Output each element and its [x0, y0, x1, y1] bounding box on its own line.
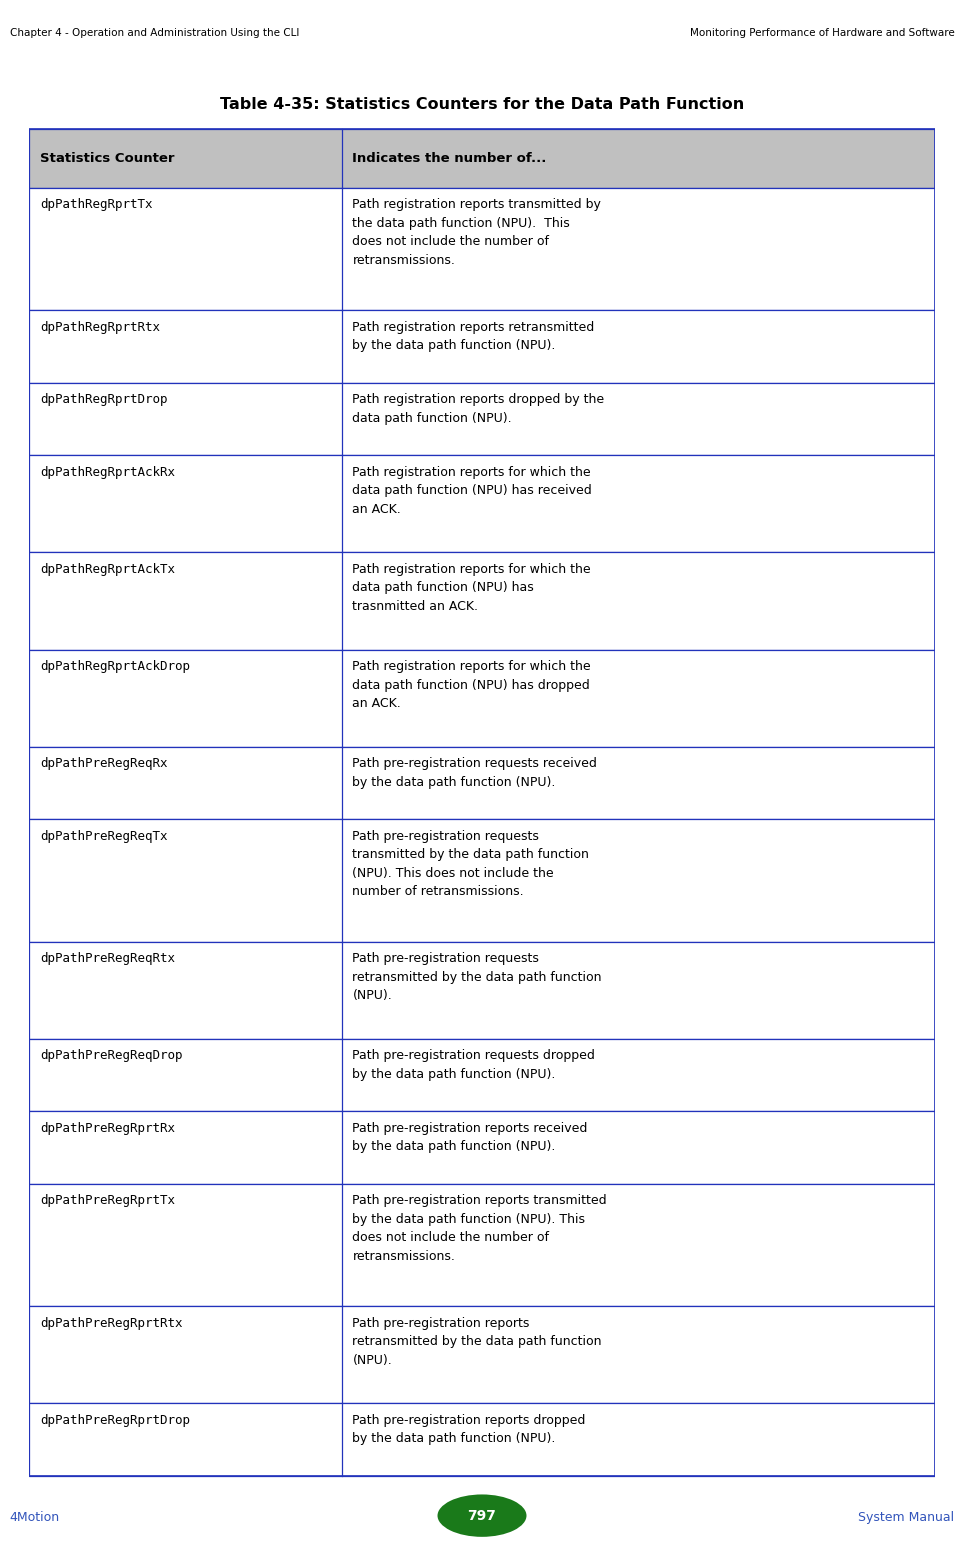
Text: Path pre-registration reports received
by the data path function (NPU).: Path pre-registration reports received b…	[353, 1122, 588, 1154]
Bar	[29, 1038, 935, 1111]
Bar	[29, 130, 935, 188]
Bar	[29, 819, 935, 941]
Text: dpPathPreRegRprtRtx: dpPathPreRegRprtRtx	[40, 1316, 182, 1330]
Text: 4Motion: 4Motion	[10, 1511, 60, 1523]
Text: Table 4-35: Statistics Counters for the Data Path Function: Table 4-35: Statistics Counters for the …	[220, 97, 744, 111]
Bar	[29, 383, 935, 454]
Text: dpPathRegRprtTx: dpPathRegRprtTx	[40, 198, 152, 212]
Text: dpPathPreRegReqTx: dpPathPreRegReqTx	[40, 830, 168, 844]
Bar	[29, 188, 935, 311]
Bar	[29, 1111, 935, 1183]
Text: Path registration reports retransmitted
by the data path function (NPU).: Path registration reports retransmitted …	[353, 321, 595, 352]
Text: Chapter 4 - Operation and Administration Using the CLI: Chapter 4 - Operation and Administration…	[10, 28, 299, 39]
Text: dpPathRegRprtAckDrop: dpPathRegRprtAckDrop	[40, 660, 190, 674]
Bar	[29, 1306, 935, 1403]
Text: dpPathRegRprtAckTx: dpPathRegRprtAckTx	[40, 562, 174, 576]
Text: dpPathPreRegReqRtx: dpPathPreRegReqRtx	[40, 952, 174, 966]
Text: 797: 797	[468, 1508, 496, 1523]
Bar	[29, 552, 935, 649]
Bar	[29, 941, 935, 1038]
Text: dpPathRegRprtRtx: dpPathRegRprtRtx	[40, 321, 160, 334]
Bar	[29, 454, 935, 552]
Text: Path pre-registration requests dropped
by the data path function (NPU).: Path pre-registration requests dropped b…	[353, 1049, 596, 1082]
Text: System Manual: System Manual	[858, 1511, 954, 1523]
Text: Path pre-registration reports dropped
by the data path function (NPU).: Path pre-registration reports dropped by…	[353, 1414, 586, 1446]
Text: dpPathPreRegReqDrop: dpPathPreRegReqDrop	[40, 1049, 182, 1063]
Text: Path pre-registration requests
retransmitted by the data path function
(NPU).: Path pre-registration requests retransmi…	[353, 952, 602, 1003]
Text: dpPathPreRegRprtRx: dpPathPreRegRprtRx	[40, 1122, 174, 1136]
Text: Path registration reports for which the
data path function (NPU) has
trasnmitted: Path registration reports for which the …	[353, 562, 591, 613]
Text: Statistics Counter: Statistics Counter	[40, 151, 174, 165]
Text: Indicates the number of...: Indicates the number of...	[353, 151, 547, 165]
Bar	[29, 311, 935, 383]
Text: Monitoring Performance of Hardware and Software: Monitoring Performance of Hardware and S…	[689, 28, 954, 39]
Text: Path registration reports for which the
data path function (NPU) has dropped
an : Path registration reports for which the …	[353, 660, 591, 711]
Text: Path registration reports dropped by the
data path function (NPU).: Path registration reports dropped by the…	[353, 392, 604, 425]
Text: Path registration reports for which the
data path function (NPU) has received
an: Path registration reports for which the …	[353, 465, 592, 516]
Text: dpPathRegRprtDrop: dpPathRegRprtDrop	[40, 392, 168, 406]
Text: Path pre-registration requests
transmitted by the data path function
(NPU). This: Path pre-registration requests transmitt…	[353, 830, 589, 899]
Text: Path registration reports transmitted by
the data path function (NPU).  This
doe: Path registration reports transmitted by…	[353, 198, 602, 267]
Text: dpPathPreRegRprtDrop: dpPathPreRegRprtDrop	[40, 1414, 190, 1428]
Bar	[29, 649, 935, 746]
Bar	[29, 1403, 935, 1475]
Text: dpPathRegRprtAckRx: dpPathRegRprtAckRx	[40, 465, 174, 479]
Bar	[29, 746, 935, 819]
Bar	[29, 1183, 935, 1306]
Ellipse shape	[436, 1492, 528, 1539]
Text: Path pre-registration reports transmitted
by the data path function (NPU). This
: Path pre-registration reports transmitte…	[353, 1194, 607, 1262]
Text: dpPathPreRegRprtTx: dpPathPreRegRprtTx	[40, 1194, 174, 1207]
Text: Path pre-registration requests received
by the data path function (NPU).: Path pre-registration requests received …	[353, 757, 598, 789]
Text: Path pre-registration reports
retransmitted by the data path function
(NPU).: Path pre-registration reports retransmit…	[353, 1316, 602, 1367]
Text: dpPathPreRegReqRx: dpPathPreRegReqRx	[40, 757, 168, 771]
